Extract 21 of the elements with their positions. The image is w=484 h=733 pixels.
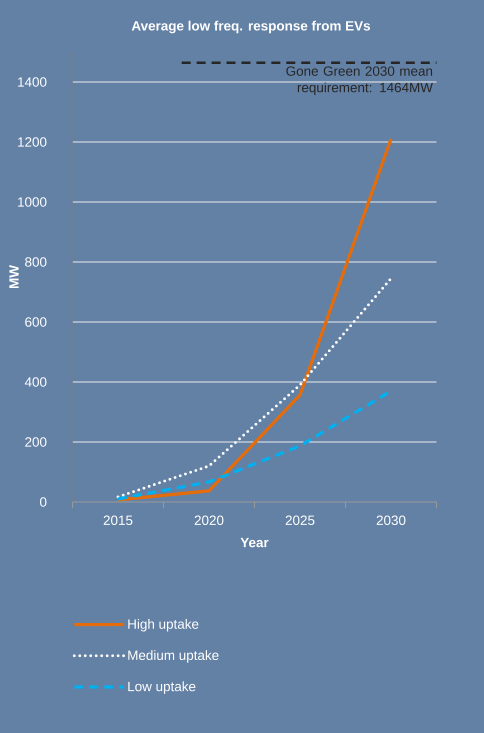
line-series [116,137,393,502]
y-axis-title: MW [9,265,19,288]
line-series [116,277,392,498]
legend-label: Medium uptake [128,650,219,663]
legend-label: High uptake [128,618,198,632]
y-tick-label: 1200 [18,137,46,147]
y-tick-label: 0 [40,497,46,507]
chart-title: Average low freq. response from EVs [132,20,370,34]
ref-line-label: Gone Green 2030 mean requirement: 1464MW [286,66,433,95]
legend-label: Low uptake [128,681,196,694]
y-tick-label: 1400 [18,77,46,87]
y-tick-label: 600 [25,317,46,327]
y-tick-label: 400 [24,377,46,387]
y-tick-label: 800 [25,257,46,267]
y-tick-label: 1000 [18,197,46,207]
x-tick-label: 2015 [104,516,132,526]
x-tick-label: 2025 [286,516,314,526]
x-tick-label: 2020 [194,516,224,526]
x-tick-label: 2030 [376,516,406,526]
x-axis-title: Year [240,538,269,548]
y-tick-label: 200 [25,437,46,447]
